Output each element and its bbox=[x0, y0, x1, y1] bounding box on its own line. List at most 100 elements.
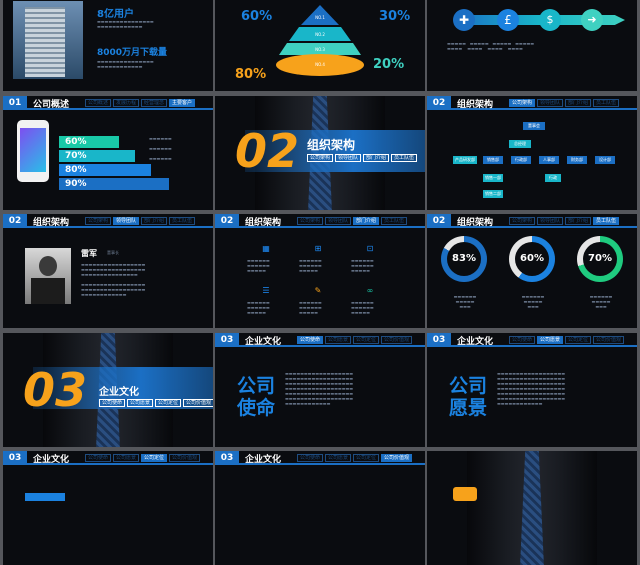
tab-mission[interactable]: 公司使命 bbox=[509, 336, 536, 344]
slide-thumbnail-14[interactable]: 03 企业文化 公司使命 公司愿景 公司定位 公司价值观 bbox=[215, 451, 425, 565]
tab-leadership[interactable]: 领导团队 bbox=[325, 217, 352, 225]
tab-company-structure[interactable]: 公司架构 bbox=[307, 154, 334, 162]
section-number: 03 bbox=[427, 333, 451, 347]
money-bag-icon: $ bbox=[539, 9, 561, 31]
org-hr: 人事部 bbox=[539, 156, 559, 164]
slide-thumbnail-15[interactable] bbox=[427, 451, 637, 565]
tab-company-structure[interactable]: 公司架构 bbox=[509, 99, 536, 107]
plus-icon: ✚ bbox=[453, 9, 475, 31]
tab-vision[interactable]: 公司愿景 bbox=[113, 454, 140, 462]
org-sales-1: 销售一部 bbox=[483, 174, 503, 182]
section-number: 02 bbox=[427, 214, 451, 228]
link-icon: ∞ bbox=[366, 286, 374, 295]
dept-desc-4: ▬▬▬▬▬▬ ▬▬▬▬▬▬ ▬▬▬▬▬ bbox=[247, 300, 270, 315]
bar-notes: ▬▬▬▬▬▬ ▬▬▬▬▬▬ ▬▬▬▬▬▬ bbox=[149, 136, 172, 161]
tab-philosophy[interactable]: 经营理念 bbox=[141, 99, 168, 107]
vision-heading-2: 愿景 bbox=[449, 397, 488, 419]
tab-values[interactable]: 公司价值观 bbox=[381, 336, 413, 344]
leader-head bbox=[39, 256, 57, 276]
pound-icon: £ bbox=[497, 9, 519, 31]
tab-values[interactable]: 公司价值观 bbox=[381, 454, 413, 462]
tab-positioning[interactable]: 公司定位 bbox=[565, 336, 592, 344]
slide-thumbnail-2[interactable]: NO.1 NO.2 NO.3 NO.4 60% 30% 80% 20% bbox=[215, 0, 425, 91]
slide-thumbnail-6[interactable]: 02 组织架构 公司架构 领导团队 部门介绍 员工队伍 董事会 总经理 产品研发… bbox=[427, 96, 637, 210]
tab-vision[interactable]: 公司愿景 bbox=[127, 399, 154, 407]
slide-title: 组织架构 bbox=[457, 218, 494, 228]
slide-thumbnail-5[interactable]: 02 组织架构 公司架构 领导团队 部门介绍 员工队伍 bbox=[215, 96, 425, 210]
slide-header: 01 公司概述 公司概述 发展历程 经营理念 主要客户 bbox=[3, 96, 213, 110]
slide-thumbnail-11[interactable]: 03 企业文化 公司使命 公司愿景 公司定位 公司价值观 公司 使命 ▬▬▬▬▬… bbox=[215, 333, 425, 447]
slide-thumbnail-7[interactable]: 02 组织架构 公司架构 领导团队 部门介绍 员工队伍 雷军 董事长 ▬▬▬▬▬… bbox=[3, 214, 213, 328]
tab-departments[interactable]: 部门介绍 bbox=[565, 99, 592, 107]
grid-icon: ⊡ bbox=[366, 244, 374, 253]
tab-leadership[interactable]: 领导团队 bbox=[335, 154, 362, 162]
section-number: 03 bbox=[215, 451, 239, 465]
slide-thumbnail-4[interactable]: 01 公司概述 公司概述 发展历程 经营理念 主要客户 60% 70% 80% … bbox=[3, 96, 213, 210]
tab-vision[interactable]: 公司愿景 bbox=[537, 336, 564, 344]
tab-mission[interactable]: 公司使命 bbox=[85, 454, 112, 462]
tab-leadership[interactable]: 领导团队 bbox=[113, 217, 140, 225]
slide-thumbnail-1[interactable]: 8亿用户 ▬▬▬▬▬▬▬▬▬▬▬▬▬▬▬ ▬▬▬▬▬▬▬▬▬▬▬▬ 8000万月下… bbox=[3, 0, 213, 91]
leader-role: 董事长 bbox=[107, 250, 119, 255]
tab-staff[interactable]: 员工队伍 bbox=[381, 217, 408, 225]
tab-company-structure[interactable]: 公司架构 bbox=[85, 217, 112, 225]
tab-leadership[interactable]: 领导团队 bbox=[537, 99, 564, 107]
tab-positioning[interactable]: 公司定位 bbox=[353, 336, 380, 344]
tab-values[interactable]: 公司价值观 bbox=[593, 336, 625, 344]
slide-thumbnail-3[interactable]: ✚ £ $ ➜ ▬▬▬▬▬ ▬▬▬▬▬ ▬▬▬▬▬ ▬▬▬▬▬ ▬▬▬▬ ▬▬▬▬… bbox=[427, 0, 637, 91]
tab-history[interactable]: 发展历程 bbox=[113, 99, 140, 107]
slide-thumbnail-9[interactable]: 02 组织架构 公司架构 领导团队 部门介绍 员工队伍 83% 60% 70% … bbox=[427, 214, 637, 328]
tab-positioning[interactable]: 公司定位 bbox=[353, 454, 380, 462]
slide-thumbnail-10[interactable]: 03 企业文化 公司使命 公司愿景 公司定位 公司价值观 bbox=[3, 333, 213, 447]
tab-staff[interactable]: 员工队伍 bbox=[391, 154, 418, 162]
tab-staff[interactable]: 员工队伍 bbox=[593, 99, 620, 107]
tab-vision[interactable]: 公司愿景 bbox=[325, 336, 352, 344]
percent-top-right: 30% bbox=[379, 9, 411, 24]
slide-thumbnail-13[interactable]: 03 企业文化 公司使命 公司愿景 公司定位 公司价值观 bbox=[3, 451, 213, 565]
tab-departments[interactable]: 部门介绍 bbox=[141, 217, 168, 225]
tab-staff[interactable]: 员工队伍 bbox=[169, 217, 196, 225]
ring-desc-1: ▬▬▬▬▬▬ ▬▬▬▬▬ ▬▬▬ bbox=[453, 294, 477, 309]
tab-departments[interactable]: 部门介绍 bbox=[565, 217, 592, 225]
tab-overview[interactable]: 公司概述 bbox=[85, 99, 112, 107]
stat-desc-1: ▬▬▬▬▬▬▬▬▬▬▬▬▬▬▬ ▬▬▬▬▬▬▬▬▬▬▬▬ bbox=[97, 19, 154, 29]
slide-header: 03 企业文化 公司使命 公司愿景 公司定位 公司价值观 bbox=[215, 451, 425, 465]
tab-clients[interactable]: 主要客户 bbox=[169, 99, 196, 107]
stat-desc-2: ▬▬▬▬▬▬▬▬▬▬▬▬▬▬▬ ▬▬▬▬▬▬▬▬▬▬▬▬ bbox=[97, 59, 154, 69]
slide-title: 组织架构 bbox=[245, 218, 282, 228]
stat-users: 8亿用户 bbox=[97, 9, 134, 20]
slide-thumbnail-12[interactable]: 03 企业文化 公司使命 公司愿景 公司定位 公司价值观 公司 愿景 ▬▬▬▬▬… bbox=[427, 333, 637, 447]
slide-title: 组织架构 bbox=[457, 100, 494, 110]
tab-leadership[interactable]: 领导团队 bbox=[537, 217, 564, 225]
tab-company-structure[interactable]: 公司架构 bbox=[509, 217, 536, 225]
slide-header: 03 企业文化 公司使命 公司愿景 公司定位 公司价值观 bbox=[3, 451, 213, 465]
tab-departments[interactable]: 部门介绍 bbox=[363, 154, 390, 162]
building-icon: ▦ bbox=[262, 244, 270, 253]
tab-mission[interactable]: 公司使命 bbox=[297, 454, 324, 462]
slide-header: 03 企业文化 公司使命 公司愿景 公司定位 公司价值观 bbox=[427, 333, 637, 347]
progress-ring-1: 83% bbox=[441, 236, 487, 282]
plus-square-icon: ⊞ bbox=[314, 244, 322, 253]
tab-departments[interactable]: 部门介绍 bbox=[353, 217, 380, 225]
bar-60: 60% bbox=[59, 136, 119, 148]
tab-company-structure[interactable]: 公司架构 bbox=[297, 217, 324, 225]
tab-values[interactable]: 公司价值观 bbox=[169, 454, 201, 462]
bar-90: 90% bbox=[59, 178, 169, 190]
leader-name: 雷军 bbox=[81, 249, 97, 258]
percent-bottom-right: 20% bbox=[373, 57, 405, 72]
slide-thumbnail-8[interactable]: 02 组织架构 公司架构 领导团队 部门介绍 员工队伍 ▦ ⊞ ⊡ ☰ ✎ ∞ … bbox=[215, 214, 425, 328]
building-facade bbox=[25, 7, 65, 77]
layer-label-2: NO.2 bbox=[315, 32, 325, 37]
tab-values[interactable]: 公司价值观 bbox=[183, 399, 213, 407]
tab-staff[interactable]: 员工队伍 bbox=[593, 217, 620, 225]
tab-positioning[interactable]: 公司定位 bbox=[155, 399, 182, 407]
tab-mission[interactable]: 公司使命 bbox=[99, 399, 126, 407]
exit-icon: ➜ bbox=[581, 9, 603, 31]
ring-desc-3: ▬▬▬▬▬▬ ▬▬▬▬▬ ▬▬▬ bbox=[589, 294, 613, 309]
tab-vision[interactable]: 公司愿景 bbox=[325, 454, 352, 462]
dept-desc-3: ▬▬▬▬▬▬ ▬▬▬▬▬▬ ▬▬▬▬▬ bbox=[351, 258, 374, 273]
leader-photo bbox=[25, 248, 71, 304]
tab-positioning[interactable]: 公司定位 bbox=[141, 454, 168, 462]
section-tabs: 公司使命 公司愿景 公司定位 公司价值观 bbox=[99, 399, 213, 407]
tab-mission[interactable]: 公司使命 bbox=[297, 336, 324, 344]
